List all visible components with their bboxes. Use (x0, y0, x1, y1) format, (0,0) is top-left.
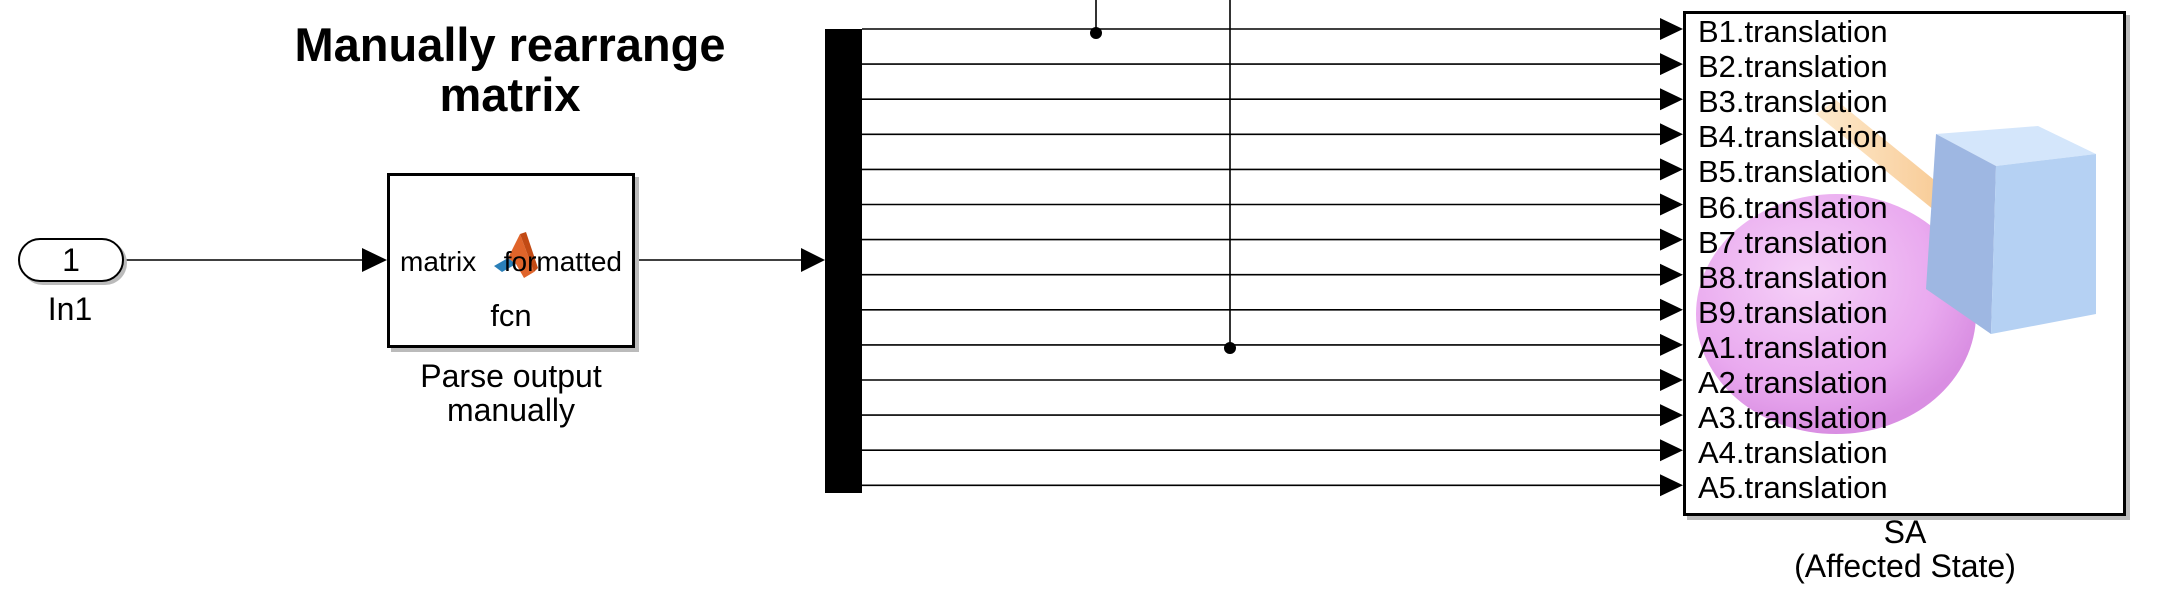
branch-dot-2 (1224, 342, 1236, 354)
fcn-input-port-label: matrix (400, 246, 477, 277)
subsystem-input-port-label: A5.translation (1698, 470, 1888, 506)
demux-output-arrowhead (1660, 18, 1683, 40)
demux-output-arrowhead (1660, 228, 1683, 251)
subsystem-input-port-label: A4.translation (1698, 435, 1888, 471)
subsystem-name: SA (1883, 514, 1927, 550)
subsystem-block[interactable]: B1.translation B2.translation B3.translati… (1683, 11, 2126, 516)
matlab-function-block[interactable]: matrix formatted fcn (387, 173, 635, 348)
demux-output-arrowhead (1660, 404, 1683, 427)
fcn-name-label: fcn (490, 298, 532, 333)
arrowhead-mux-in (801, 248, 825, 272)
subsystem-input-port-label: A2.translation (1698, 365, 1888, 400)
diagram-title: Manually rearrange matrix (294, 18, 726, 121)
inport-block[interactable]: 1 (18, 238, 124, 282)
subsystem-input-port-label: B4.translation (1698, 119, 1888, 155)
subsystem-input-port-label: B2.translation (1698, 49, 1888, 85)
arrowhead-fcn-in (362, 248, 387, 272)
subsystem-input-port-label: B5.translation (1698, 154, 1888, 190)
inport-number: 1 (62, 242, 80, 278)
demux-output-arrowhead (1660, 158, 1683, 181)
subsystem-input-port-label: B1.translation (1698, 14, 1888, 49)
demux-output-arrowhead (1660, 263, 1683, 286)
subsystem-caption: SA (Affected State) (1720, 515, 2090, 583)
demux-output-arrowhead (1660, 193, 1683, 216)
inport-label: In1 (47, 291, 93, 327)
matlab-logo-icon (494, 232, 538, 278)
demux-output-arrowhead (1660, 474, 1683, 497)
subsystem-input-port-label: B7.translation (1698, 224, 1888, 260)
branch-dot-1 (1090, 27, 1102, 39)
subsystem-mask-image-icon (1696, 100, 2096, 434)
subsystem-input-port-label: B3.translation (1698, 84, 1888, 120)
demux-output-arrowhead (1660, 369, 1683, 391)
demux-output-arrowhead (1660, 298, 1683, 321)
subsystem-input-port-label: B9.translation (1698, 294, 1888, 330)
demux-output-arrowhead (1660, 53, 1683, 76)
fcn-caption-line1: Parse output (420, 358, 602, 394)
fcn-caption: Parse output manually (380, 359, 642, 427)
subsystem-input-port-label: A1.translation (1698, 329, 1888, 365)
subsystem-input-port-label: B6.translation (1698, 189, 1888, 225)
subsystem-input-port-label: B8.translation (1698, 259, 1888, 295)
demux-output-arrowhead (1660, 123, 1683, 146)
demux-block[interactable] (825, 29, 862, 493)
demux-output-arrowhead (1660, 88, 1683, 111)
demux-output-arrowhead (1660, 439, 1683, 462)
subsystem-input-port-label: A3.translation (1698, 400, 1888, 436)
subsystem-subtitle: (Affected State) (1794, 548, 2016, 584)
fcn-caption-line2: manually (446, 392, 576, 428)
fcn-output-port-label: formatted (503, 246, 622, 277)
demux-output-arrowhead (1660, 333, 1683, 356)
